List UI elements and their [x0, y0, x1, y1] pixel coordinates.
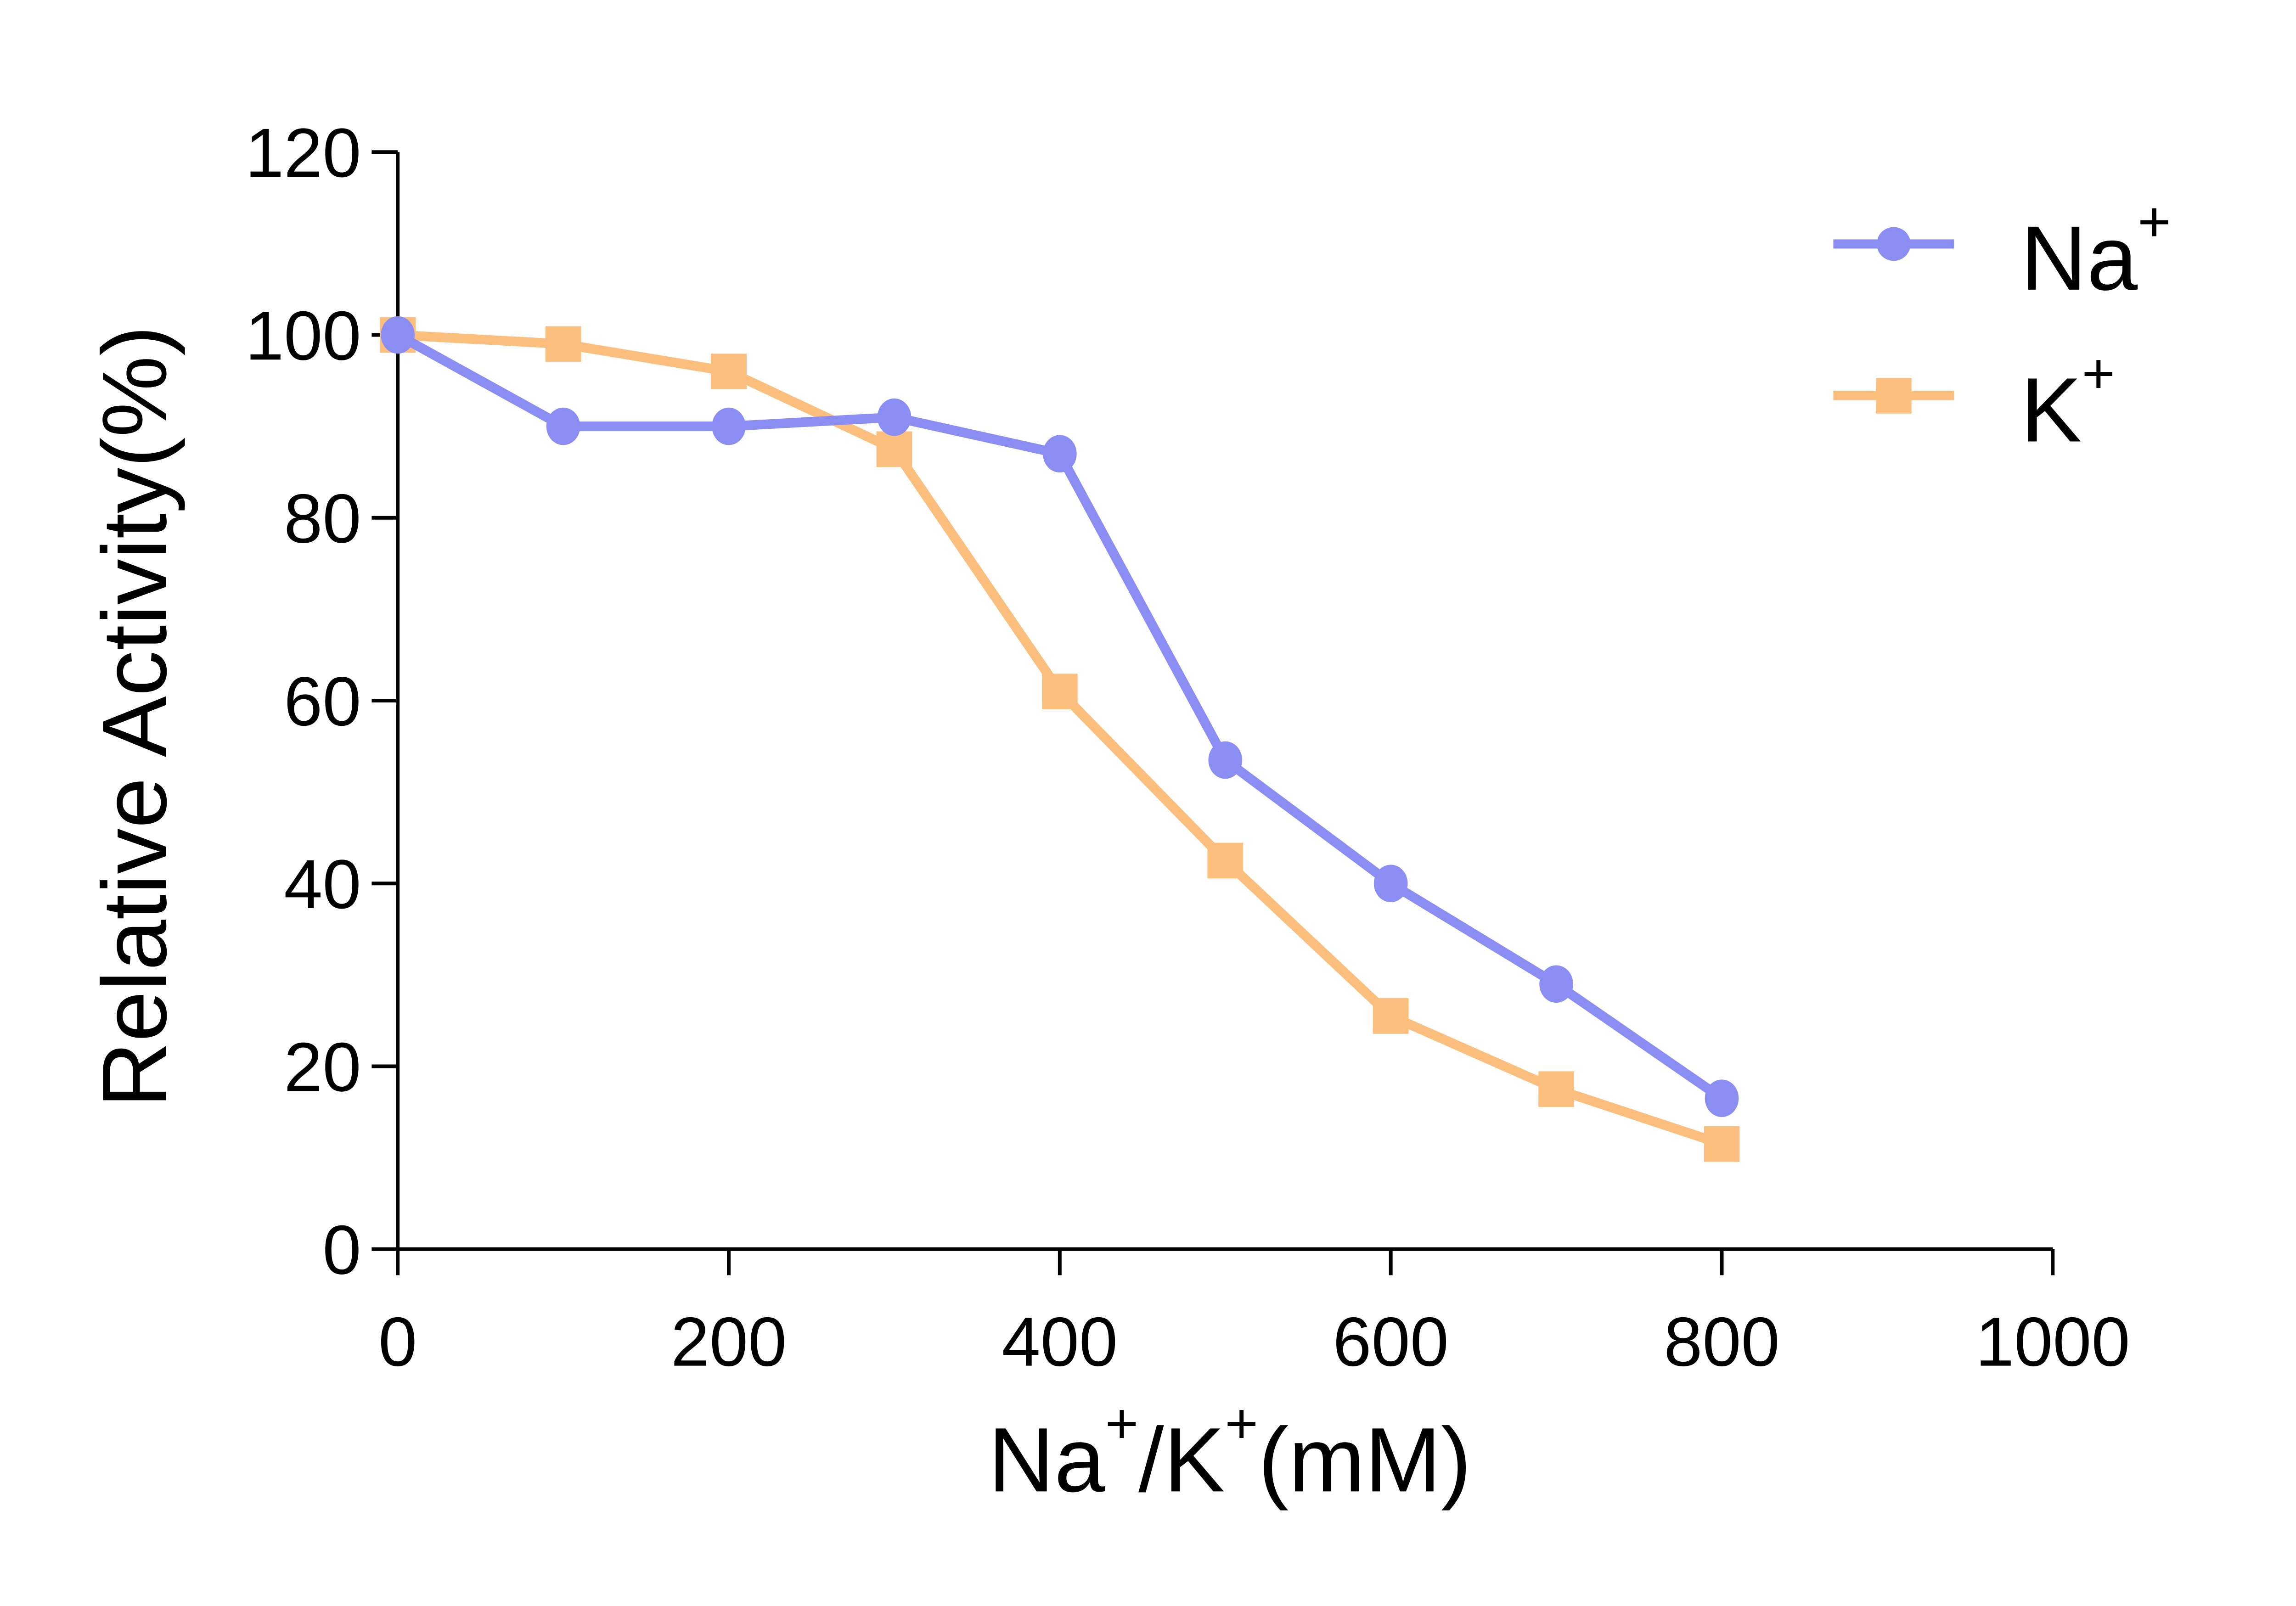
- data-point-marker: [1043, 435, 1077, 473]
- data-point-marker: [381, 316, 415, 354]
- x-tick-label: 0: [378, 1303, 417, 1381]
- label-text: /K: [1138, 1409, 1225, 1511]
- data-point-marker: [545, 326, 581, 362]
- data-point-marker: [711, 354, 747, 389]
- x-tick-label: 1000: [1975, 1303, 2130, 1381]
- label-text: Na: [2021, 208, 2138, 309]
- y-tick-label: 20: [284, 1028, 361, 1106]
- x-tick-label: 800: [1664, 1303, 1780, 1381]
- x-tick-label: 400: [1002, 1303, 1118, 1381]
- series-na: [381, 316, 1739, 1117]
- legend-item-na: Na+: [1833, 190, 2171, 309]
- x-axis-title: Na+/K+(mM): [988, 1392, 1471, 1511]
- legend: Na+K+: [1833, 190, 2171, 461]
- legend-square-marker: [1876, 378, 1912, 414]
- data-point-marker: [877, 398, 912, 436]
- plot-series: [380, 316, 1740, 1162]
- label-text: Relative Activity(%): [84, 326, 186, 1108]
- data-point-marker: [1042, 674, 1078, 709]
- superscript-plus: +: [1225, 1392, 1258, 1455]
- legend-circle-marker: [1877, 227, 1911, 261]
- x-tick-label: 600: [1333, 1303, 1449, 1381]
- superscript-plus: +: [2082, 342, 2115, 405]
- axis-spines: [396, 152, 2053, 1251]
- series-k: [380, 317, 1740, 1162]
- data-point-marker: [1705, 1079, 1739, 1117]
- label-text: K: [2021, 359, 2082, 461]
- legend-label: Na+: [2021, 190, 2171, 309]
- superscript-plus: +: [2138, 190, 2171, 253]
- superscript-plus: +: [1105, 1392, 1139, 1455]
- legend-item-k: K+: [1833, 342, 2115, 461]
- data-point-marker: [1539, 965, 1573, 1003]
- y-axis-title: Relative Activity(%): [84, 326, 186, 1108]
- label-text: Na: [988, 1409, 1105, 1511]
- data-point-marker: [876, 431, 912, 467]
- data-point-marker: [1207, 842, 1244, 879]
- axis-titles: Na+/K+(mM)Relative Activity(%): [84, 326, 1471, 1511]
- data-point-marker: [546, 407, 580, 445]
- x-tick-label: 200: [671, 1303, 787, 1381]
- y-tick-label: 60: [284, 663, 361, 741]
- data-point-marker: [712, 407, 746, 445]
- y-tick-label: 40: [284, 846, 361, 923]
- y-tick-label: 100: [245, 297, 361, 375]
- data-point-marker: [1373, 998, 1409, 1034]
- y-tick-label: 80: [284, 480, 361, 557]
- data-point-marker: [1538, 1071, 1574, 1107]
- y-tick-label: 0: [322, 1211, 361, 1289]
- data-point-marker: [1373, 865, 1408, 903]
- label-text: (mM): [1258, 1409, 1471, 1511]
- legend-label: K+: [2021, 342, 2115, 461]
- data-point-marker: [1704, 1126, 1740, 1162]
- axes: 0 20 40 60 80 100 120 0 200 400 600 800 1000: [245, 114, 2130, 1381]
- y-tick-label: 120: [245, 114, 361, 192]
- data-point-marker: [1208, 741, 1243, 779]
